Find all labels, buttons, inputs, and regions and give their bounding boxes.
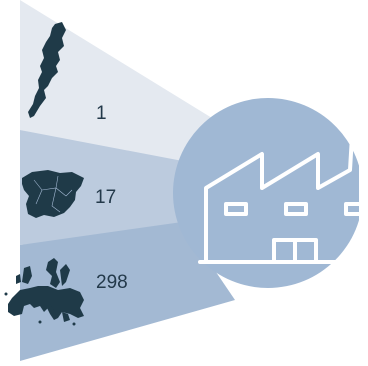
- factory-circle: [173, 98, 363, 288]
- count-europe: 298: [96, 272, 128, 293]
- band-europe: [20, 222, 235, 361]
- band-country: [20, 130, 188, 245]
- count-country: 17: [95, 187, 117, 208]
- country-map-icon: [22, 170, 84, 218]
- factory-icon: [198, 134, 364, 264]
- region-map-icon: [28, 22, 66, 118]
- band-region: [20, 0, 212, 168]
- count-region: 1: [96, 103, 107, 124]
- europe-map-icon: [4, 258, 84, 326]
